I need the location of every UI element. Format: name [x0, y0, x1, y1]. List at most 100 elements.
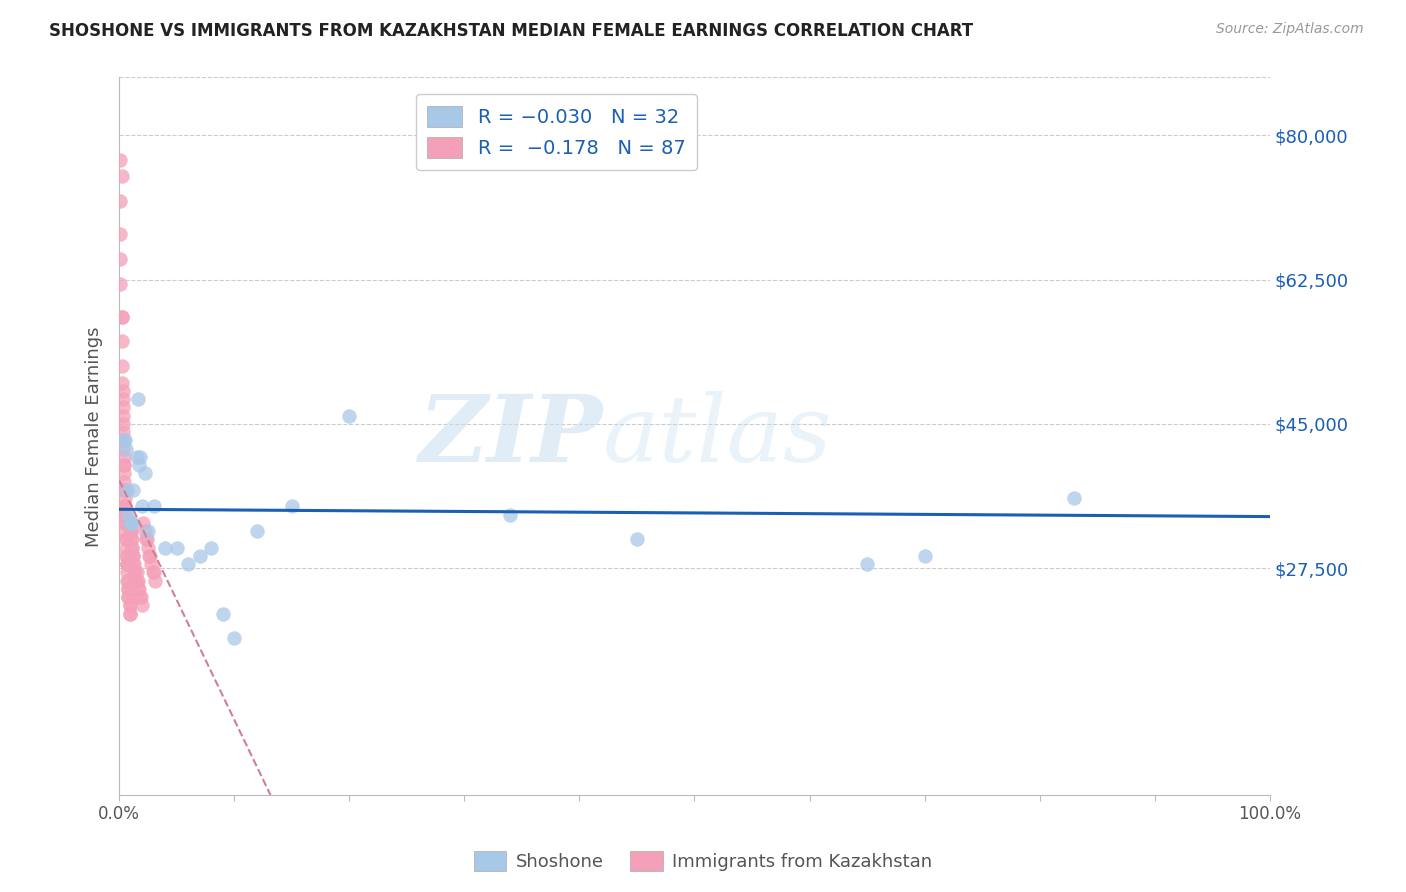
Point: [114, 500, 136, 514]
Point: [110, 359, 132, 373]
Text: atlas: atlas: [602, 392, 832, 482]
Point: [117, 549, 139, 563]
Point: [125, 566, 148, 580]
Point: [118, 599, 141, 613]
Point: [117, 574, 139, 588]
Point: [121, 541, 143, 555]
Point: [117, 574, 139, 588]
Point: [111, 384, 134, 398]
Point: [281, 500, 304, 514]
Point: [110, 277, 132, 291]
Point: [120, 516, 142, 530]
Point: [129, 450, 152, 464]
Point: [111, 442, 134, 456]
Point: [115, 442, 138, 456]
Point: [115, 541, 138, 555]
Point: [112, 467, 135, 481]
Point: [122, 557, 145, 571]
Point: [120, 524, 142, 538]
Point: [110, 310, 132, 324]
Point: [112, 458, 135, 472]
Point: [224, 632, 246, 646]
Point: [112, 434, 135, 448]
Legend: R = −0.030   N = 32, R =  −0.178   N = 87: R = −0.030 N = 32, R = −0.178 N = 87: [416, 95, 697, 169]
Point: [111, 434, 134, 448]
Text: SHOSHONE VS IMMIGRANTS FROM KAZAKHSTAN MEDIAN FEMALE EARNINGS CORRELATION CHART: SHOSHONE VS IMMIGRANTS FROM KAZAKHSTAN M…: [49, 22, 973, 40]
Point: [110, 310, 132, 324]
Point: [117, 483, 139, 497]
Point: [111, 409, 134, 423]
Text: Source: ZipAtlas.com: Source: ZipAtlas.com: [1216, 22, 1364, 37]
Point: [166, 541, 188, 555]
Point: [114, 508, 136, 522]
Point: [129, 590, 152, 604]
Point: [188, 549, 211, 563]
Point: [136, 541, 159, 555]
Point: [110, 169, 132, 184]
Point: [114, 516, 136, 530]
Point: [141, 557, 163, 571]
Point: [135, 533, 157, 547]
Point: [499, 508, 522, 522]
Point: [118, 516, 141, 530]
Point: [118, 599, 141, 613]
Point: [117, 590, 139, 604]
Point: [114, 516, 136, 530]
Point: [124, 574, 146, 588]
Point: [110, 153, 132, 167]
Point: [118, 607, 141, 621]
Point: [626, 533, 648, 547]
Point: [114, 491, 136, 505]
Legend: Shoshone, Immigrants from Kazakhstan: Shoshone, Immigrants from Kazakhstan: [467, 844, 939, 879]
Point: [118, 607, 141, 621]
Point: [115, 533, 138, 547]
Point: [117, 566, 139, 580]
Point: [142, 500, 165, 514]
Point: [134, 467, 156, 481]
Point: [117, 557, 139, 571]
Point: [110, 334, 132, 349]
Point: [110, 252, 132, 266]
Point: [114, 434, 136, 448]
Point: [135, 533, 157, 547]
Point: [111, 417, 134, 431]
Point: [117, 557, 139, 571]
Point: [128, 458, 150, 472]
Point: [111, 401, 134, 415]
Point: [122, 483, 145, 497]
Point: [117, 557, 139, 571]
Point: [246, 524, 269, 538]
Point: [117, 582, 139, 596]
Point: [110, 376, 132, 390]
Point: [211, 607, 233, 621]
Point: [112, 450, 135, 464]
Point: [117, 508, 139, 522]
Point: [134, 524, 156, 538]
Point: [142, 566, 165, 580]
Point: [120, 524, 142, 538]
Point: [139, 549, 162, 563]
Point: [114, 508, 136, 522]
Point: [115, 549, 138, 563]
Text: ZIP: ZIP: [418, 392, 602, 482]
Point: [112, 483, 135, 497]
Point: [138, 549, 160, 563]
Point: [914, 549, 936, 563]
Point: [131, 599, 153, 613]
Point: [143, 574, 166, 588]
Point: [110, 227, 132, 242]
Point: [124, 566, 146, 580]
Point: [121, 541, 143, 555]
Point: [122, 566, 145, 580]
Point: [127, 574, 149, 588]
Point: [200, 541, 222, 555]
Point: [132, 516, 155, 530]
Point: [112, 458, 135, 472]
Point: [120, 533, 142, 547]
Point: [125, 574, 148, 588]
Point: [114, 500, 136, 514]
Point: [112, 483, 135, 497]
Point: [110, 194, 132, 209]
Point: [125, 450, 148, 464]
Point: [117, 582, 139, 596]
